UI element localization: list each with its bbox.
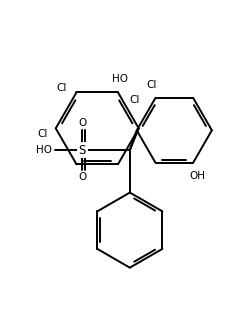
Text: HO: HO [112,74,128,85]
Text: OH: OH [189,171,205,181]
Text: S: S [79,144,86,156]
Text: HO: HO [36,145,52,155]
Text: Cl: Cl [146,80,157,90]
Text: O: O [78,172,87,182]
Text: O: O [78,118,87,128]
Text: Cl: Cl [130,95,140,105]
Text: Cl: Cl [37,129,48,139]
Text: Cl: Cl [56,84,67,94]
